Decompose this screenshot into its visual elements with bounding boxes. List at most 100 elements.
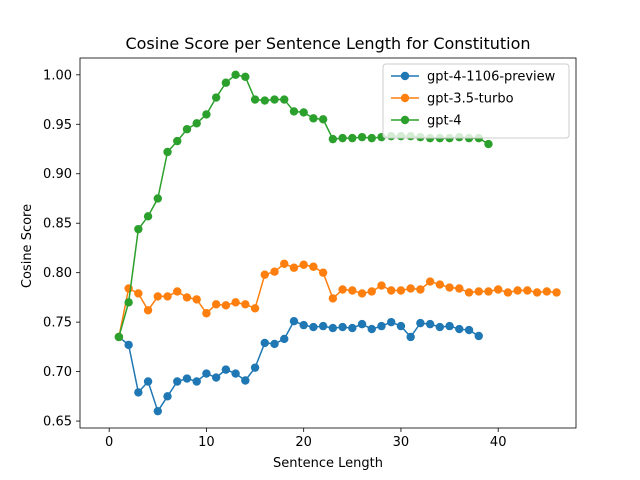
data-point <box>182 293 192 302</box>
legend-item-0: gpt-4-1106-preview <box>391 70 556 85</box>
data-point <box>328 294 338 303</box>
data-point <box>260 338 269 348</box>
data-point <box>192 377 201 386</box>
x-axis-label: Sentence Length <box>273 456 383 471</box>
data-point <box>387 286 396 295</box>
data-point <box>211 93 221 102</box>
data-point <box>484 139 493 149</box>
data-point <box>435 280 445 289</box>
y-axis-label: Cosine Score <box>20 204 35 288</box>
data-point <box>153 292 162 301</box>
data-point <box>289 107 299 116</box>
data-point <box>143 377 153 386</box>
chart-title: Cosine Score per Sentence Length for Con… <box>125 34 530 53</box>
data-point <box>280 334 289 344</box>
data-point <box>231 298 240 307</box>
data-point <box>328 134 338 144</box>
data-point <box>270 267 279 276</box>
y-tick-label: 0.95 <box>43 118 72 133</box>
legend-marker <box>400 115 410 125</box>
data-point <box>318 115 328 124</box>
data-point <box>445 283 454 292</box>
data-point <box>202 309 211 318</box>
data-point <box>445 321 454 331</box>
axes: 0 10 20 30 40 0.65 0.70 0.75 0.80 0.85 0.90 0.95 1.0… <box>43 57 577 450</box>
x-tick-label: 20 <box>295 435 312 450</box>
data-point <box>367 133 376 143</box>
data-point <box>114 332 124 342</box>
data-point <box>299 260 308 269</box>
data-point <box>406 332 415 342</box>
legend: gpt-4-1106-preview gpt-3.5-turbo gpt-4 <box>382 63 570 139</box>
series-1 <box>114 259 561 342</box>
data-point <box>455 284 464 293</box>
data-point <box>474 331 483 341</box>
data-point <box>143 306 153 315</box>
data-point <box>153 194 162 203</box>
data-point <box>328 323 338 333</box>
data-point <box>377 281 386 290</box>
data-point <box>221 78 231 87</box>
data-point <box>124 340 133 350</box>
data-point <box>163 392 172 401</box>
data-point <box>494 285 503 294</box>
y-tick-label: 0.90 <box>43 167 72 182</box>
x-tick-label: 0 <box>105 435 113 450</box>
data-point <box>523 286 532 295</box>
data-point <box>455 324 464 334</box>
data-point <box>552 288 561 297</box>
data-point <box>367 324 376 334</box>
data-point <box>289 316 299 326</box>
data-point <box>367 287 376 296</box>
data-point <box>416 318 425 328</box>
data-point <box>211 300 221 309</box>
legend-label: gpt-3.5-turbo <box>427 92 514 107</box>
data-point <box>464 325 474 335</box>
data-point <box>474 287 483 296</box>
data-point <box>221 365 231 374</box>
data-point <box>348 133 357 143</box>
data-point <box>153 406 162 416</box>
data-point <box>435 322 445 332</box>
x-tick-label: 10 <box>198 435 215 450</box>
data-point <box>241 300 250 309</box>
data-point <box>532 288 542 297</box>
data-point <box>260 96 269 105</box>
data-point <box>182 125 192 134</box>
data-point <box>357 319 367 329</box>
data-point <box>299 320 308 330</box>
data-point <box>484 287 493 296</box>
data-point <box>542 287 552 296</box>
data-point <box>202 369 211 378</box>
y-tick-label: 0.80 <box>43 266 72 281</box>
data-point <box>241 376 250 385</box>
legend-label: gpt-4-1106-preview <box>427 70 556 85</box>
data-point <box>173 287 182 296</box>
legend-label: gpt-4 <box>427 114 462 129</box>
data-point <box>192 295 201 304</box>
legend-marker <box>400 71 410 81</box>
data-point <box>406 284 415 293</box>
data-point <box>250 95 260 104</box>
data-point <box>425 319 435 329</box>
data-point <box>289 263 299 272</box>
data-point <box>357 132 367 142</box>
data-point <box>464 288 474 297</box>
data-point <box>231 369 240 378</box>
data-point <box>134 289 143 298</box>
y-tick-label: 0.75 <box>43 316 72 331</box>
data-point <box>134 224 143 234</box>
series-line <box>118 263 557 338</box>
data-point <box>348 286 357 295</box>
data-point <box>396 321 406 331</box>
data-point <box>163 147 172 157</box>
data-point <box>387 317 396 327</box>
data-point <box>309 114 318 123</box>
x-tick-label: 40 <box>490 435 507 450</box>
legend-marker <box>400 93 410 103</box>
data-point <box>134 388 143 397</box>
data-point <box>221 301 231 310</box>
data-point <box>173 136 182 146</box>
data-point <box>143 212 153 221</box>
